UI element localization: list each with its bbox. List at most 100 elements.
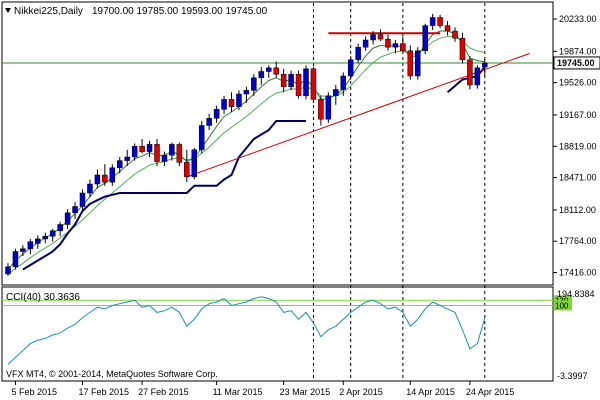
candle-body — [154, 144, 160, 162]
symbol-label: Nikkei225,Daily — [14, 6, 83, 17]
candle-body — [221, 99, 227, 110]
moving-average-slow — [7, 35, 485, 275]
candle-body — [64, 212, 71, 225]
candle-body — [273, 67, 279, 75]
candle-body — [72, 206, 78, 214]
price-tick-label: 17416.00 — [559, 268, 597, 278]
candles — [5, 13, 488, 276]
candle-body — [191, 149, 197, 178]
price-tick-label: 19526.00 — [559, 78, 597, 88]
candle-body — [355, 46, 361, 61]
price-tick-label: 18112.00 — [559, 205, 596, 215]
candle-body — [176, 144, 183, 163]
trailing-stop-line — [22, 120, 306, 271]
candle-body — [87, 183, 93, 194]
price-tick-label: 20233.00 — [559, 14, 597, 24]
candle-body — [407, 50, 414, 77]
candle-body — [415, 50, 421, 77]
candle-body — [117, 160, 123, 169]
candle-body — [49, 230, 56, 237]
candle-body — [437, 17, 443, 26]
price-tick-label: 19874.00 — [559, 46, 597, 56]
time-tick-label: 23 Mar 2015 — [280, 387, 331, 397]
candle-body — [12, 251, 19, 268]
candle-body — [228, 99, 235, 107]
candle-body — [42, 235, 48, 240]
time-tick-label: 2 Apr 2015 — [339, 387, 383, 397]
candle-body — [266, 67, 272, 72]
candle-body — [79, 192, 86, 207]
candle-body — [102, 174, 108, 183]
candle-body — [5, 266, 11, 275]
candle-body — [161, 154, 168, 162]
candle-body — [94, 174, 101, 185]
candle-body — [169, 144, 175, 156]
cci-tick-label: -3.3997 — [557, 371, 588, 381]
time-tick-label: 11 Mar 2015 — [213, 387, 263, 397]
cci-level-label: 100 — [555, 301, 569, 310]
candle-body — [482, 62, 488, 68]
time-tick-label: 17 Feb 2015 — [79, 387, 130, 397]
candle-body — [474, 67, 481, 86]
last-price-label: 19745.00 — [557, 58, 595, 68]
candle-body — [243, 90, 250, 95]
price-axis: 20233.00 19874.00 19526.00 19167.00 18819.00… — [553, 14, 600, 278]
candle-body — [146, 144, 153, 152]
ohlc-values: 19700.00 19785.00 19593.00 19745.00 — [92, 6, 268, 17]
candle-body — [109, 167, 116, 183]
candle-body — [325, 95, 332, 120]
candle-body — [452, 30, 458, 39]
price-tick-label: 17764.00 — [559, 236, 597, 246]
candle-body — [295, 73, 302, 97]
candle-body — [310, 68, 317, 100]
last-price-box — [553, 56, 600, 70]
candle-body — [184, 162, 190, 178]
cci-label: CCI(40) 30.3636 — [6, 292, 80, 303]
cci-line — [7, 296, 486, 365]
candle-body — [422, 25, 428, 52]
candle-body — [206, 118, 212, 126]
time-tick-label: 5 Feb 2015 — [11, 387, 57, 397]
candle-body — [288, 73, 294, 88]
candle-body — [347, 59, 354, 77]
candle-body — [333, 89, 339, 97]
candle-body — [139, 145, 145, 152]
price-tick-label: 18471.00 — [559, 173, 597, 183]
candle-body — [131, 145, 138, 158]
main-pane — [1, 1, 554, 286]
candle-body — [251, 77, 257, 91]
candle-body — [213, 109, 220, 119]
candle-body — [429, 17, 436, 26]
price-tick-label: 18819.00 — [559, 141, 597, 151]
candle-body — [35, 238, 41, 244]
cci-indicator: 130100194.8384-3.3997 — [2, 289, 595, 381]
candle-body — [400, 43, 406, 52]
time-axis: 5 Feb 2015 17 Feb 2015 27 Feb 2015 11 Mar 2… — [11, 381, 514, 397]
candle-body — [280, 73, 287, 88]
cci-level-badge — [554, 300, 572, 311]
candle-body — [340, 75, 346, 90]
candle-body — [362, 39, 369, 48]
candle-body — [392, 43, 399, 48]
cci-tick-label: 194.8384 — [557, 289, 595, 299]
symbol-dropdown-icon[interactable] — [5, 8, 11, 13]
candle-body — [303, 68, 309, 97]
cci-pane — [1, 286, 554, 382]
candle-body — [258, 71, 265, 79]
cci-level-badge — [554, 295, 572, 306]
time-tick-label: 14 Apr 2015 — [406, 387, 455, 397]
candle-body — [377, 34, 384, 40]
candle-body — [57, 224, 63, 232]
time-tick-label: 24 Apr 2015 — [466, 387, 515, 397]
price-tick-label: 19167.00 — [559, 110, 597, 120]
time-tick-label: 27 Feb 2015 — [138, 387, 189, 397]
candle-body — [27, 241, 34, 250]
candle-body — [198, 125, 205, 151]
candle-body — [459, 37, 466, 61]
candle-body — [236, 93, 242, 107]
footer-copyright: VFX MT4, © 2001-2014, MetaQuotes Softwar… — [6, 369, 218, 379]
candle-body — [444, 25, 451, 32]
candle-body — [124, 156, 130, 161]
candle-body — [467, 59, 473, 86]
